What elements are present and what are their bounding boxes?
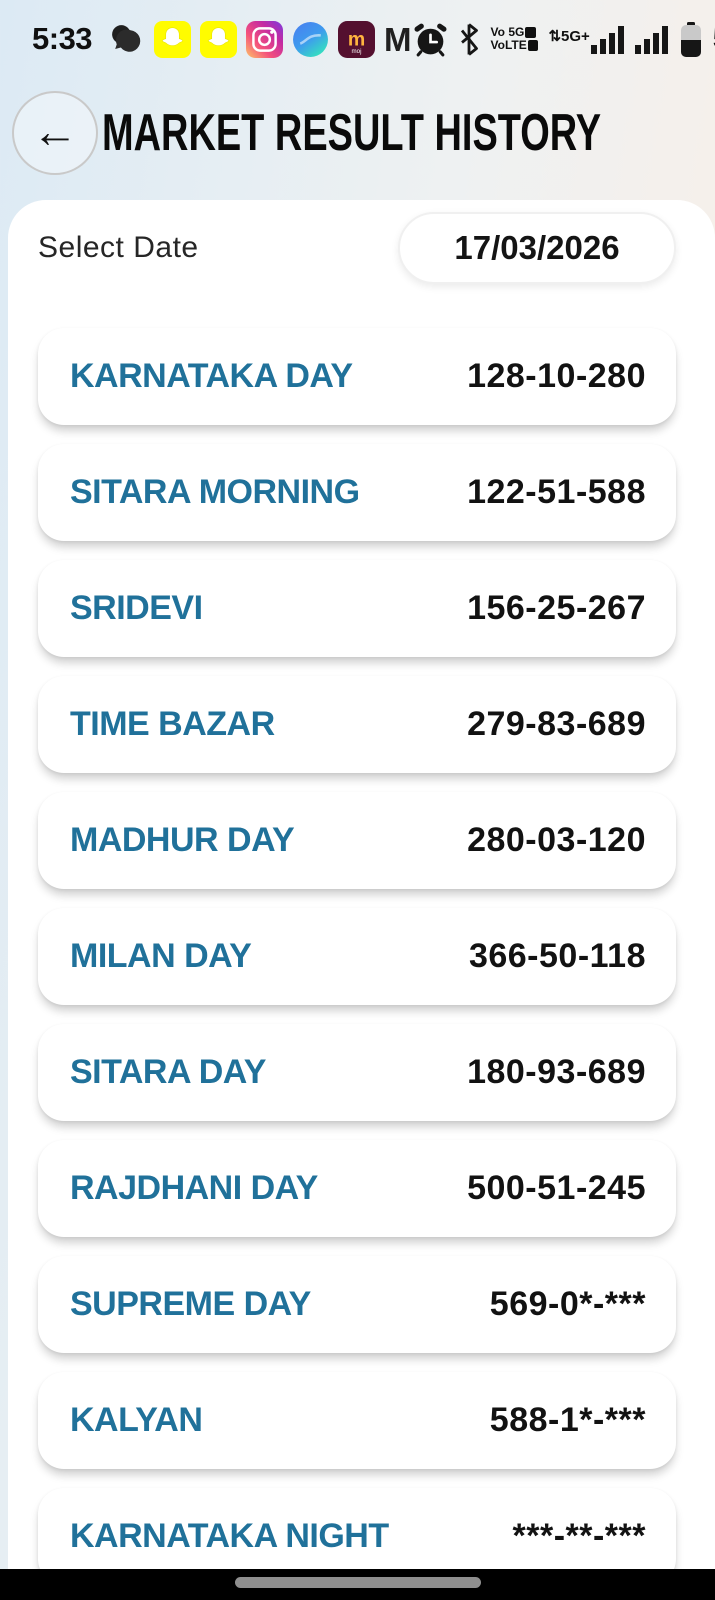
market-result: 156-25-267 [467,589,646,627]
market-result: 366-50-118 [468,937,646,975]
market-result: 588-1*-*** [489,1401,646,1439]
market-result: 500-51-245 [467,1169,646,1207]
status-bar: 5:33 [0,0,715,72]
market-card[interactable]: SUPREME DAY 569-0*-*** [38,1256,676,1353]
back-arrow-icon: ← [32,105,78,157]
signal-cluster-1: ⇅5G+ [548,24,626,54]
market-card[interactable]: SITARA MORNING 122-51-588 [38,444,676,541]
market-card[interactable]: RAJDHANI DAY 500-51-245 [38,1140,676,1237]
battery-percent: 53% [713,22,715,56]
market-result: 122-51-588 [467,473,646,511]
signal-bars-icon-2 [634,26,668,54]
content-panel: Select Date 17/03/2026 KARNATAKA DAY 128… [8,200,715,1600]
svg-text:m: m [348,28,365,50]
market-name: SRIDEVI [70,589,203,627]
blue-circle-app-icon [293,21,329,57]
date-picker-button[interactable]: 17/03/2026 [398,212,676,284]
chat-bubble-icon [112,24,141,52]
snapchat-icon [154,20,192,58]
date-row: Select Date 17/03/2026 [38,212,676,284]
select-date-label: Select Date [38,231,199,264]
signal-bars-icon [590,26,624,54]
market-name: SUPREME DAY [70,1285,311,1323]
gesture-pill[interactable] [234,1577,481,1588]
market-name: KALYAN [70,1401,203,1439]
market-card[interactable]: KARNATAKA NIGHT ***-**-*** [38,1488,676,1585]
sim1-badge: 1 [525,25,537,39]
snapchat-icon-2 [200,20,238,58]
moj-icon: m moj [338,20,376,58]
market-card[interactable]: TIME BAZAR 279-83-689 [38,676,676,773]
market-card[interactable]: KALYAN 588-1*-*** [38,1372,676,1469]
market-list: KARNATAKA DAY 128-10-280 SITARA MORNING … [38,328,676,1585]
back-button[interactable]: ← [12,91,98,175]
market-name: KARNATAKA DAY [70,357,353,395]
market-name: KARNATAKA NIGHT [70,1517,389,1555]
market-result: ***-**-*** [512,1517,646,1555]
market-name: MADHUR DAY [70,821,295,859]
market-name: MILAN DAY [70,937,252,975]
instagram-icon [246,20,284,58]
alarm-icon [414,23,447,56]
market-result: 180-93-689 [467,1053,646,1091]
battery-icon [680,21,701,57]
market-result: 279-83-689 [467,705,646,743]
market-card[interactable]: MADHUR DAY 280-03-120 [38,792,676,889]
market-card[interactable]: SITARA DAY 180-93-689 [38,1024,676,1121]
network-type-label: ⇅5G+ [548,28,590,45]
header: ← MARKET RESULT HISTORY [12,88,715,178]
market-result: 280-03-120 [467,821,646,859]
android-nav-bar [0,1569,715,1600]
market-name: TIME BAZAR [70,705,275,743]
carrier-label: Vo 5G 1 VoLTE 2 [490,25,539,52]
gmail-icon: M [384,20,412,58]
market-result: 569-0*-*** [489,1285,646,1323]
svg-text:moj: moj [352,47,362,54]
bluetooth-icon [460,22,478,56]
market-name: SITARA DAY [70,1053,266,1091]
market-card[interactable]: SRIDEVI 156-25-267 [38,560,676,657]
status-time: 5:33 [32,21,93,56]
sim2-badge: 2 [527,38,539,52]
page-title: MARKET RESULT HISTORY [102,104,602,162]
market-name: RAJDHANI DAY [70,1169,318,1207]
notification-icons: m moj M [108,20,412,58]
market-card[interactable]: KARNATAKA DAY 128-10-280 [38,328,676,425]
market-name: SITARA MORNING [70,473,360,511]
market-result: 128-10-280 [467,357,646,395]
market-card[interactable]: MILAN DAY 366-50-118 [38,908,676,1005]
